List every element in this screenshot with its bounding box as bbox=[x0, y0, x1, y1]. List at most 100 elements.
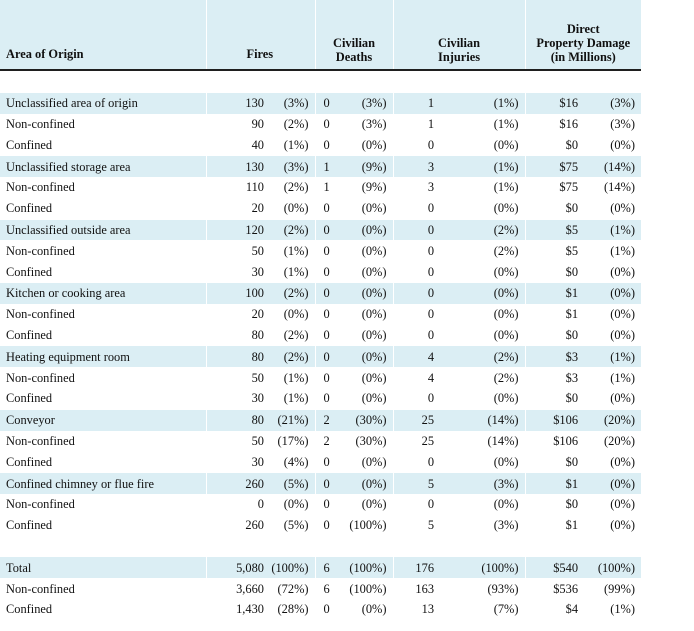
cell-deaths-pct: (0%) bbox=[339, 197, 394, 220]
cell-deaths: 0 bbox=[323, 307, 330, 322]
cell-label: Heating equipment room bbox=[0, 345, 207, 368]
cell-deaths: 0 bbox=[323, 370, 330, 385]
sub-row: Confined 30 (1%) 0 (0%) 0 (0%) $0 (0%) bbox=[0, 261, 694, 283]
cell-fires-pct: (1%) bbox=[268, 261, 316, 283]
cell-injuries-pct: (1%) bbox=[438, 176, 526, 198]
cell-deaths-pct: (9%) bbox=[339, 176, 394, 198]
cell-damage-pct: (0%) bbox=[582, 472, 642, 494]
cell-injuries-pct: (2%) bbox=[438, 367, 526, 388]
table-body: Unclassified area of origin 130 (3%) 0 (3%) 1… bbox=[0, 71, 694, 620]
cell-fires: 30 bbox=[251, 391, 264, 406]
cell-label: Confined bbox=[0, 197, 207, 220]
cell-injuries-pct: (2%) bbox=[438, 218, 526, 241]
cell-damage: $0 bbox=[565, 137, 579, 152]
cell-deaths-pct: (0%) bbox=[339, 387, 394, 410]
cell-fires-pct: (3%) bbox=[268, 91, 316, 114]
cell-fires-pct: (2%) bbox=[268, 176, 316, 198]
group-row: Unclassified area of origin 130 (3%) 0 (3%) 1… bbox=[0, 91, 694, 114]
cell-fires: 110 bbox=[245, 180, 264, 195]
header-damage-line2: Property Damage bbox=[536, 36, 631, 50]
group-row: Heating equipment room 80 (2%) 0 (0%) 4 (2%) $3… bbox=[0, 345, 694, 368]
cell-deaths-pct: (0%) bbox=[339, 240, 394, 262]
group-row: Confined chimney or flue fire 260 (5%) 0 (0%… bbox=[0, 472, 694, 494]
cell-injuries: 0 bbox=[427, 243, 435, 258]
cell-injuries: 3 bbox=[393, 155, 439, 177]
cell-damage-pct: (14%) bbox=[582, 155, 642, 177]
cell-deaths: 0 bbox=[315, 91, 340, 114]
cell-deaths-pct: (0%) bbox=[339, 598, 394, 620]
cell-fires-pct: (1%) bbox=[268, 387, 316, 410]
cell-injuries: 0 bbox=[393, 281, 439, 304]
cell-fires: 20 bbox=[251, 307, 264, 322]
cell-deaths-pct: (100%) bbox=[339, 556, 394, 579]
cell-fires: 30 bbox=[251, 264, 264, 279]
cell-label: Kitchen or cooking area bbox=[0, 281, 207, 304]
group-row: Conveyor 80 (21%) 2 (30%) 25 (14%) $106 (20%) bbox=[0, 408, 694, 431]
cell-injuries-pct: (14%) bbox=[438, 430, 526, 452]
cell-damage-pct: (0%) bbox=[610, 264, 636, 279]
header-injuries-line1: Civilian bbox=[438, 36, 481, 50]
cell-deaths-pct: (0%) bbox=[339, 472, 394, 494]
cell-damage: $1 bbox=[565, 307, 579, 322]
sub-row: Non-confined 50 (17%) 2 (30%) 25 (14%) $106 (20%… bbox=[0, 430, 694, 452]
cell-damage-pct: (0%) bbox=[610, 201, 636, 216]
cell-label: Total bbox=[0, 556, 207, 579]
header-fires: Fires bbox=[206, 0, 316, 69]
cell-deaths: 0 bbox=[323, 518, 330, 533]
cell-injuries: 0 bbox=[427, 497, 435, 512]
cell-deaths-pct: (0%) bbox=[339, 345, 394, 368]
sub-row: Non-confined 0 (0%) 0 (0%) 0 (0%) $0 (0%) bbox=[0, 493, 694, 515]
cell-fires: 50 bbox=[251, 370, 264, 385]
cell-damage-pct: (1%) bbox=[582, 218, 642, 241]
header-deaths-line2: Deaths bbox=[335, 50, 373, 64]
cell-label: Non-confined bbox=[0, 578, 207, 599]
cell-label: Non-confined bbox=[0, 176, 207, 198]
cell-deaths-pct: (100%) bbox=[339, 578, 394, 599]
cell-damage-pct: (99%) bbox=[604, 581, 636, 596]
cell-damage: $3 bbox=[565, 370, 579, 385]
cell-fires-pct: (5%) bbox=[268, 514, 316, 536]
cell-label: Conveyor bbox=[0, 408, 207, 431]
group-row: Total 5,080 (100%) 6 (100%) 176 (100%) $540 (100… bbox=[0, 556, 694, 579]
cell-deaths: 0 bbox=[323, 116, 330, 131]
cell-damage: $0 bbox=[565, 201, 579, 216]
cell-fires: 90 bbox=[251, 116, 264, 131]
cell-injuries: 0 bbox=[427, 307, 435, 322]
cell-injuries-pct: (0%) bbox=[438, 261, 526, 283]
cell-injuries: 0 bbox=[427, 454, 435, 469]
cell-injuries: 13 bbox=[421, 602, 435, 617]
cell-fires-pct: (0%) bbox=[268, 197, 316, 220]
cell-label: Unclassified area of origin bbox=[0, 91, 207, 114]
cell-injuries-pct: (0%) bbox=[438, 324, 526, 346]
cell-damage-pct: (3%) bbox=[582, 91, 642, 114]
sub-row: Non-confined 3,660 (72%) 6 (100%) 163 (93%) $53… bbox=[0, 578, 694, 599]
cell-deaths-pct: (0%) bbox=[339, 261, 394, 283]
cell-injuries: 5 bbox=[393, 472, 439, 494]
sub-row: Non-confined 110 (2%) 1 (9%) 3 (1%) $75 (14%) bbox=[0, 176, 694, 198]
cell-injuries: 4 bbox=[427, 370, 435, 385]
group-row: Unclassified outside area 120 (2%) 0 (0%) 0 (2… bbox=[0, 218, 694, 241]
sub-row: Non-confined 50 (1%) 0 (0%) 4 (2%) $3 (1%) bbox=[0, 367, 694, 388]
cell-damage-pct: (1%) bbox=[610, 602, 636, 617]
group-row: Kitchen or cooking area 100 (2%) 0 (0%) 0 (0%)… bbox=[0, 281, 694, 304]
cell-label: Non-confined bbox=[0, 493, 207, 515]
cell-injuries: 25 bbox=[393, 408, 439, 431]
cell-deaths: 0 bbox=[323, 243, 330, 258]
header-property-damage: Direct Property Damage (in Millions) bbox=[525, 0, 642, 69]
cell-fires: 0 bbox=[257, 497, 264, 512]
cell-damage: $0 bbox=[565, 391, 579, 406]
cell-damage-pct: (0%) bbox=[610, 327, 636, 342]
cell-deaths-pct: (100%) bbox=[339, 514, 394, 536]
sub-row: Non-confined 90 (2%) 0 (3%) 1 (1%) $16 (3%) bbox=[0, 113, 694, 135]
cell-injuries-pct: (7%) bbox=[438, 598, 526, 620]
cell-fires-pct: (0%) bbox=[268, 493, 316, 515]
cell-label: Confined chimney or flue fire bbox=[0, 472, 207, 494]
cell-injuries-pct: (100%) bbox=[438, 556, 526, 579]
cell-damage-pct: (0%) bbox=[610, 137, 636, 152]
sub-row: Non-confined 50 (1%) 0 (0%) 0 (2%) $5 (1%) bbox=[0, 240, 694, 262]
spacer-cell bbox=[0, 71, 642, 93]
cell-damage: $5 bbox=[525, 218, 583, 241]
cell-fires-pct: (2%) bbox=[268, 345, 316, 368]
cell-injuries-pct: (1%) bbox=[438, 91, 526, 114]
